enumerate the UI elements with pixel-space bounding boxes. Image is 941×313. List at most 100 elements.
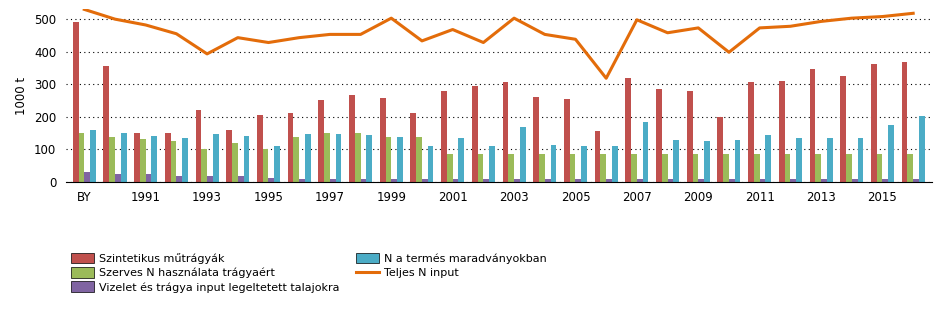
Bar [790, 179, 796, 182]
Bar [717, 117, 724, 182]
Bar [907, 154, 913, 182]
Bar [576, 179, 582, 182]
Bar [416, 137, 422, 182]
Bar [453, 179, 458, 182]
Bar [484, 179, 489, 182]
Bar [809, 69, 815, 182]
Bar [360, 179, 366, 182]
Bar [564, 99, 569, 182]
Bar [135, 133, 140, 182]
Bar [257, 115, 263, 182]
Bar [846, 154, 852, 182]
Bar [232, 142, 238, 182]
Bar [595, 131, 600, 182]
Bar [852, 179, 857, 182]
Bar [612, 146, 617, 182]
Bar [410, 113, 416, 182]
Bar [201, 149, 207, 182]
Bar [545, 179, 550, 182]
Bar [318, 100, 324, 182]
Bar [244, 136, 249, 182]
Bar [687, 91, 693, 182]
Bar [704, 141, 710, 182]
Bar [120, 133, 126, 182]
Bar [883, 179, 888, 182]
Legend: Szintetikus műtrágyák, Szerves N használata trágyaért, Vizelet és trágya input l: Szintetikus műtrágyák, Szerves N használ… [72, 253, 547, 293]
Bar [779, 81, 785, 182]
Bar [656, 89, 662, 182]
Bar [165, 133, 170, 182]
Bar [698, 179, 704, 182]
Bar [600, 154, 606, 182]
Bar [263, 149, 268, 182]
Bar [502, 82, 508, 182]
Bar [631, 154, 637, 182]
Bar [441, 91, 447, 182]
Bar [901, 62, 907, 182]
Bar [667, 179, 674, 182]
Bar [104, 66, 109, 182]
Bar [643, 122, 648, 182]
Bar [815, 154, 821, 182]
Bar [748, 82, 754, 182]
Bar [380, 98, 386, 182]
Bar [729, 179, 735, 182]
Bar [508, 154, 514, 182]
Bar [765, 135, 772, 182]
Bar [569, 154, 576, 182]
Bar [226, 130, 232, 182]
Bar [471, 86, 478, 182]
Bar [391, 179, 397, 182]
Bar [534, 97, 539, 182]
Bar [397, 137, 403, 182]
Bar [489, 146, 495, 182]
Bar [821, 179, 827, 182]
Bar [913, 179, 919, 182]
Bar [754, 154, 759, 182]
Bar [785, 154, 790, 182]
Bar [72, 23, 78, 182]
Bar [324, 133, 330, 182]
Bar [674, 140, 679, 182]
Bar [366, 135, 372, 182]
Bar [78, 133, 85, 182]
Bar [109, 137, 115, 182]
Bar [626, 78, 631, 182]
Bar [305, 135, 311, 182]
Bar [176, 176, 183, 182]
Bar [796, 138, 802, 182]
Bar [422, 179, 428, 182]
Bar [238, 176, 244, 182]
Bar [662, 154, 667, 182]
Bar [478, 154, 484, 182]
Bar [871, 64, 877, 182]
Bar [170, 141, 176, 182]
Bar [85, 172, 90, 182]
Bar [268, 178, 274, 182]
Bar [294, 137, 299, 182]
Bar [458, 138, 464, 182]
Bar [330, 179, 336, 182]
Bar [759, 179, 765, 182]
Bar [336, 135, 342, 182]
Bar [299, 179, 305, 182]
Bar [288, 113, 294, 182]
Bar [90, 130, 96, 182]
Bar [693, 154, 698, 182]
Bar [637, 179, 643, 182]
Bar [539, 154, 545, 182]
Bar [447, 154, 453, 182]
Bar [519, 127, 526, 182]
Bar [877, 154, 883, 182]
Bar [140, 139, 146, 182]
Bar [428, 146, 434, 182]
Bar [152, 136, 157, 182]
Bar [355, 133, 360, 182]
Bar [274, 146, 280, 182]
Bar [386, 137, 391, 182]
Bar [207, 176, 213, 182]
Bar [840, 76, 846, 182]
Bar [888, 125, 894, 182]
Bar [919, 115, 925, 182]
Y-axis label: 1000 t: 1000 t [15, 76, 28, 115]
